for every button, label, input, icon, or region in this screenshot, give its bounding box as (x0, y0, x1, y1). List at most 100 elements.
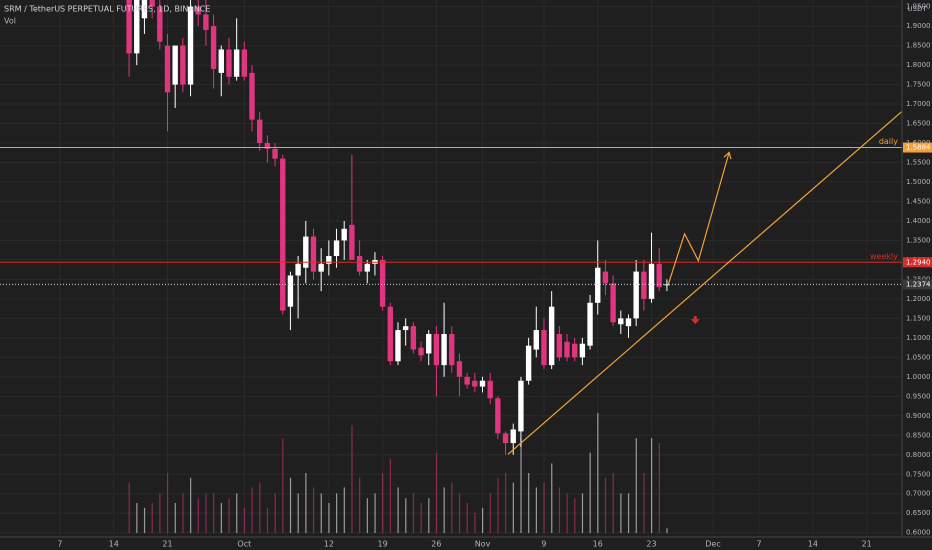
volume-bar (312, 487, 315, 533)
candle-body (310, 236, 317, 272)
volume-bar (251, 487, 253, 533)
candle-body (464, 376, 470, 385)
volume-bar (259, 482, 261, 533)
volume-bar (389, 458, 392, 533)
volume-bar (351, 425, 353, 533)
volume-bar (182, 493, 184, 533)
candle-body (210, 26, 217, 69)
volume-bar (466, 503, 468, 533)
volume-bar (205, 493, 207, 533)
candle-body (233, 49, 240, 77)
x-tick-label: Dec (705, 540, 720, 549)
y-tick-label: 1.4000 (906, 217, 931, 225)
candle-body (525, 345, 532, 381)
candle-body (318, 263, 324, 272)
volume-bar (574, 498, 576, 533)
volume-bar (328, 503, 330, 533)
candle-body (226, 49, 232, 77)
y-tick-label: 1.6500 (906, 120, 931, 128)
candle-body (333, 240, 340, 257)
volume-bar (505, 473, 507, 533)
candle-body (164, 45, 171, 93)
volume-bar (612, 473, 614, 533)
candle-body (280, 158, 286, 311)
candle-body (472, 380, 478, 387)
volume-bar (497, 477, 499, 533)
volume-bar (520, 438, 522, 533)
volume-bar (289, 477, 292, 533)
y-tick-label: 0.6000 (906, 529, 931, 537)
candle-body (249, 72, 255, 120)
candle-body (272, 148, 278, 159)
volume-bar (166, 473, 169, 533)
candle-body (134, 0, 140, 54)
volume-bar (581, 493, 584, 533)
x-tick-label: 14 (808, 540, 818, 549)
candle-body (203, 14, 209, 31)
volume-bar (635, 438, 637, 533)
volume-bar (443, 487, 445, 533)
candle-body (618, 318, 624, 325)
candle-body (264, 143, 271, 149)
x-tick-label: 12 (324, 540, 334, 549)
y-tick-label: 1.7500 (906, 81, 931, 89)
x-tick-label: Oct (237, 540, 251, 549)
y-tick-label: 1.3500 (906, 236, 931, 244)
y-tick-label: 0.9500 (906, 392, 931, 400)
candle-body (141, 0, 148, 19)
candle-body (587, 302, 593, 346)
candle-body (410, 326, 417, 350)
y-tick-label: 0.7000 (906, 490, 931, 498)
volume-bar (528, 473, 530, 533)
candle-body (326, 256, 332, 264)
volume-label: Vol (4, 17, 16, 26)
candle-body (303, 236, 309, 268)
candle-body (180, 45, 186, 85)
y-tick-label: 0.9000 (906, 412, 931, 420)
x-tick-label: 19 (378, 540, 388, 549)
level-value: 1.2940 (906, 258, 931, 266)
candle-body (349, 224, 355, 260)
candle-body (149, 0, 155, 7)
candle-body (402, 326, 409, 331)
volume-bar (482, 507, 484, 533)
candle-body (257, 119, 263, 144)
volume-bar (320, 493, 322, 533)
volume-bar (543, 482, 545, 533)
volume-bar (666, 528, 668, 533)
volume-bar (451, 482, 453, 533)
x-tick-label: 7 (757, 540, 762, 549)
volume-bar (190, 477, 192, 533)
candle-body (495, 398, 501, 434)
volume-bar (151, 503, 153, 533)
volume-bar (489, 493, 491, 533)
level-tag (903, 142, 932, 153)
candle-body (548, 306, 555, 366)
candle-body (502, 433, 509, 444)
candle-body (295, 263, 301, 276)
volume-bar (343, 487, 345, 533)
volume-bar (658, 443, 660, 533)
candle-body (187, 6, 194, 85)
y-tick-label: 0.8000 (906, 451, 931, 459)
volume-bar (428, 498, 430, 533)
x-tick-label: 14 (109, 540, 119, 549)
x-tick-label: 21 (162, 540, 172, 549)
volume-bar (397, 487, 399, 533)
axis-unit: USDT (907, 5, 927, 13)
volume-bar (366, 498, 368, 533)
candle-body (195, 6, 201, 15)
volume-bar (551, 463, 553, 533)
candle-body (426, 333, 432, 354)
volume-bar (604, 477, 607, 533)
y-tick-label: 1.1500 (906, 314, 931, 322)
y-tick-label: 0.7500 (906, 470, 931, 478)
volume-bar (589, 452, 591, 533)
candle-body (518, 380, 524, 432)
volume-bar (274, 493, 276, 533)
volume-bar (643, 473, 645, 533)
candle-body (395, 330, 401, 362)
y-tick-label: 1.1000 (906, 334, 931, 342)
candle-body (579, 343, 586, 358)
